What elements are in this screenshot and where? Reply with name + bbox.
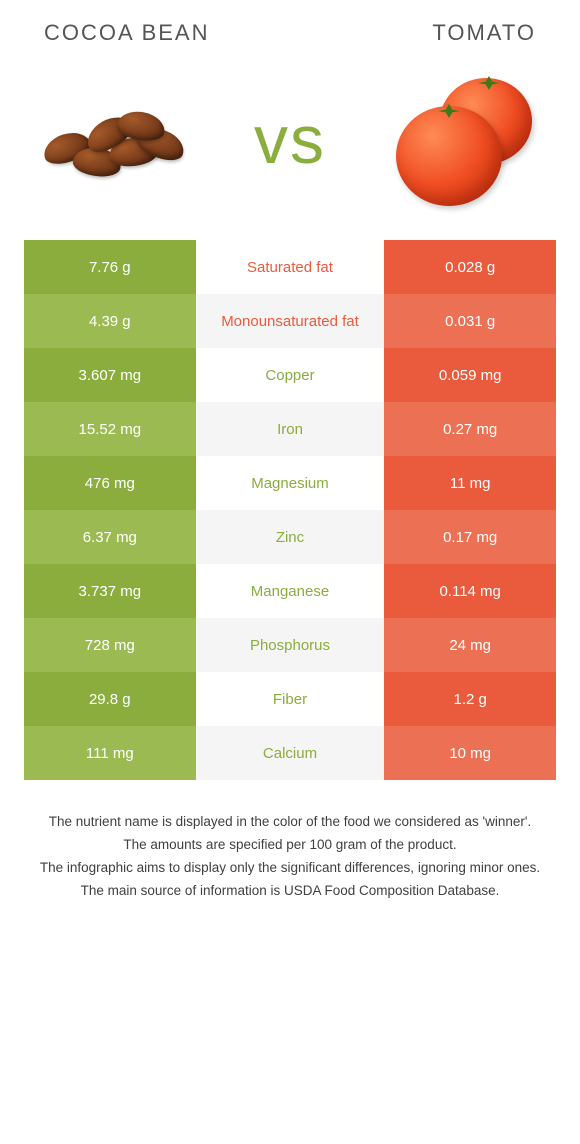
infographic-container: Cocoa bean Tomato vs 7.76 gSaturated fat… [0,0,580,924]
right-value: 11 mg [384,456,556,510]
nutrient-name: Zinc [196,510,385,564]
footer-line: The main source of information is USDA F… [34,881,546,902]
right-value: 0.028 g [384,240,556,294]
nutrient-name: Saturated fat [196,240,385,294]
left-value: 29.8 g [24,672,196,726]
image-row: vs [24,60,556,240]
vs-label: vs [254,101,326,179]
table-row: 6.37 mgZinc0.17 mg [24,510,556,564]
table-row: 3.607 mgCopper0.059 mg [24,348,556,402]
left-value: 6.37 mg [24,510,196,564]
left-value: 3.607 mg [24,348,196,402]
nutrient-name: Monounsaturated fat [196,294,385,348]
right-value: 0.059 mg [384,348,556,402]
right-value: 10 mg [384,726,556,780]
left-value: 111 mg [24,726,196,780]
table-row: 728 mgPhosphorus24 mg [24,618,556,672]
left-value: 7.76 g [24,240,196,294]
footer-notes: The nutrient name is displayed in the co… [24,780,556,902]
left-value: 3.737 mg [24,564,196,618]
footer-line: The infographic aims to display only the… [34,858,546,879]
nutrient-table: 7.76 gSaturated fat0.028 g4.39 gMonounsa… [24,240,556,780]
footer-line: The amounts are specified per 100 gram o… [34,835,546,856]
table-row: 111 mgCalcium10 mg [24,726,556,780]
right-value: 1.2 g [384,672,556,726]
table-row: 15.52 mgIron0.27 mg [24,402,556,456]
left-value: 728 mg [24,618,196,672]
left-value: 4.39 g [24,294,196,348]
right-value: 0.27 mg [384,402,556,456]
right-value: 0.031 g [384,294,556,348]
table-row: 3.737 mgManganese0.114 mg [24,564,556,618]
right-food-title: Tomato [432,20,536,46]
table-row: 476 mgMagnesium11 mg [24,456,556,510]
cocoa-bean-image [34,90,194,190]
right-value: 0.114 mg [384,564,556,618]
table-row: 4.39 gMonounsaturated fat0.031 g [24,294,556,348]
table-row: 7.76 gSaturated fat0.028 g [24,240,556,294]
nutrient-name: Iron [196,402,385,456]
right-value: 0.17 mg [384,510,556,564]
left-food-title: Cocoa bean [44,20,209,46]
nutrient-name: Magnesium [196,456,385,510]
tomato-image [386,70,546,210]
nutrient-name: Manganese [196,564,385,618]
right-value: 24 mg [384,618,556,672]
table-row: 29.8 gFiber1.2 g [24,672,556,726]
left-value: 15.52 mg [24,402,196,456]
footer-line: The nutrient name is displayed in the co… [34,812,546,833]
nutrient-name: Copper [196,348,385,402]
left-value: 476 mg [24,456,196,510]
header: Cocoa bean Tomato [24,20,556,60]
nutrient-name: Phosphorus [196,618,385,672]
nutrient-name: Fiber [196,672,385,726]
nutrient-name: Calcium [196,726,385,780]
